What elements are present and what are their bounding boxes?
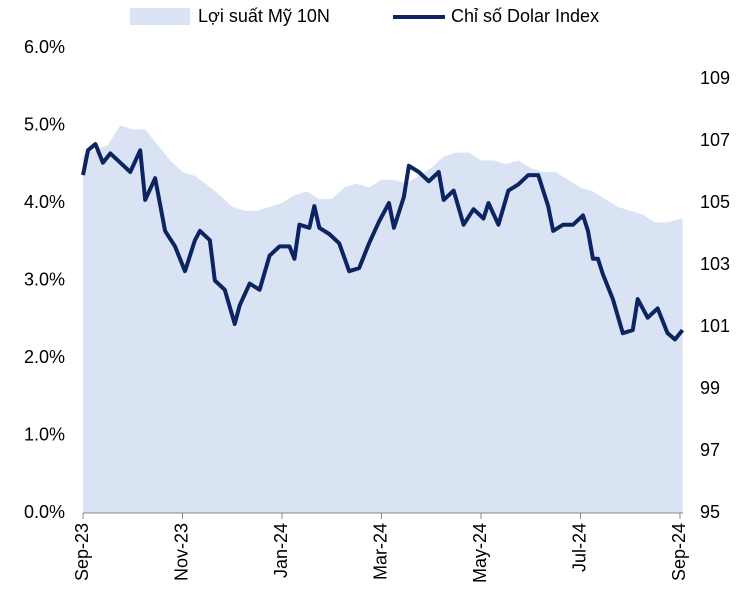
legend-swatch bbox=[130, 8, 190, 25]
y2-tick-label: 105 bbox=[700, 192, 730, 212]
x-tick-label: Jan-24 bbox=[271, 523, 291, 578]
x-tick-label: Mar-24 bbox=[370, 523, 390, 580]
y2-tick-label: 101 bbox=[700, 316, 730, 336]
line bbox=[81, 142, 685, 342]
y-tick-label: 6.0% bbox=[24, 37, 65, 57]
legend-label: Lợi suất Mỹ 10N bbox=[198, 6, 330, 26]
y-tick-label: 2.0% bbox=[24, 347, 65, 367]
y-tick-label: 1.0% bbox=[24, 424, 65, 444]
x-tick-label: May-24 bbox=[470, 523, 490, 583]
y-tick-label: 3.0% bbox=[24, 269, 65, 289]
y2-tick-label: 103 bbox=[700, 254, 730, 274]
y2-tick-label: 95 bbox=[700, 502, 720, 522]
y2-tick-label: 107 bbox=[700, 130, 730, 150]
x-tick-label: Sep-23 bbox=[72, 523, 92, 581]
y2-tick-label: 97 bbox=[700, 440, 720, 460]
area bbox=[83, 125, 683, 513]
y2-tick-label: 109 bbox=[700, 68, 730, 88]
x-tick-label: Jul-24 bbox=[569, 523, 589, 572]
y-tick-label: 0.0% bbox=[24, 502, 65, 522]
y2-tick-label: 99 bbox=[700, 378, 720, 398]
legend-label: Chỉ số Dolar Index bbox=[451, 6, 599, 26]
y-tick-label: 5.0% bbox=[24, 114, 65, 134]
x-tick-label: Sep-24 bbox=[669, 523, 689, 581]
y-tick-label: 4.0% bbox=[24, 192, 65, 212]
x-tick-label: Nov-23 bbox=[171, 523, 191, 581]
